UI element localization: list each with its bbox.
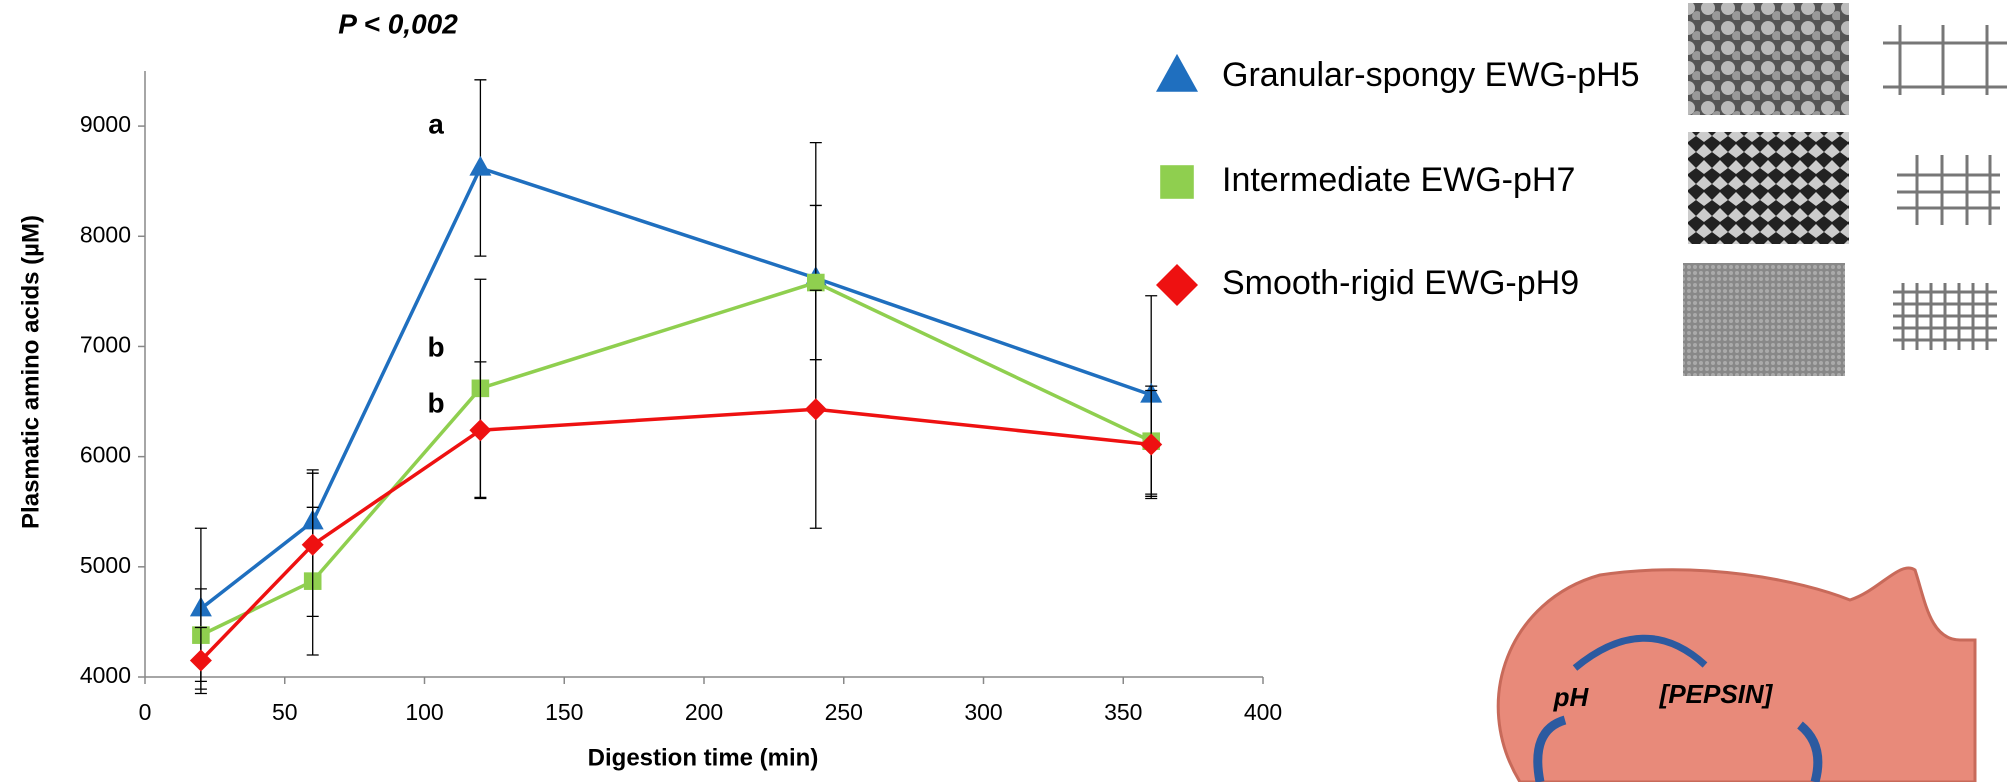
arrow [1572,634,1708,671]
data-point [189,649,212,672]
legend-label: Intermediate EWG-pH7 [1222,161,1575,199]
y-tick-label: 6000 [80,442,131,468]
legend-label: Smooth-rigid EWG-pH9 [1222,264,1579,302]
legend-marker [1156,264,1198,306]
data-point [301,533,324,556]
x-tick-label: 100 [405,699,443,725]
annotation: a [428,108,444,139]
chart-title: P < 0,002 [338,8,458,39]
x-tick-label: 400 [1244,699,1282,725]
diagram-label: pH [1553,682,1590,712]
annotation: b [427,331,444,362]
diagram-label: [PEPSIN] [1659,679,1774,709]
series-line [199,407,1152,662]
arrow [1533,715,1823,782]
data-point [807,273,825,292]
micrograph [1688,132,1849,244]
data-point [469,155,492,176]
annotation: b [427,387,444,418]
y-tick-label: 8000 [80,221,131,247]
stomach [1496,566,1977,782]
legend-marker [1156,53,1198,92]
data-point [804,398,827,421]
y-axis-title: Plasmatic amino acids (µM) [17,215,44,529]
y-tick-label: 7000 [80,332,131,358]
x-tick-label: 250 [825,699,863,725]
y-tick-label: 9000 [80,111,131,137]
micrograph [1688,3,1849,115]
x-tick-label: 0 [139,699,152,725]
y-tick-label: 5000 [80,552,131,578]
micrograph [1683,263,1845,376]
x-axis-title: Digestion time (min) [588,744,819,771]
legend-label: Granular-spongy EWG-pH5 [1222,56,1640,94]
mesh-icon [1883,25,2007,350]
x-tick-label: 300 [964,699,1002,725]
x-tick-label: 150 [545,699,583,725]
data-point [469,419,492,442]
data-point [1140,433,1163,456]
legend-marker [1160,165,1194,199]
y-tick-label: 4000 [80,662,131,688]
x-tick-label: 50 [272,699,298,725]
x-tick-label: 350 [1104,699,1142,725]
series-line [199,165,1152,611]
x-tick-label: 200 [685,699,723,725]
